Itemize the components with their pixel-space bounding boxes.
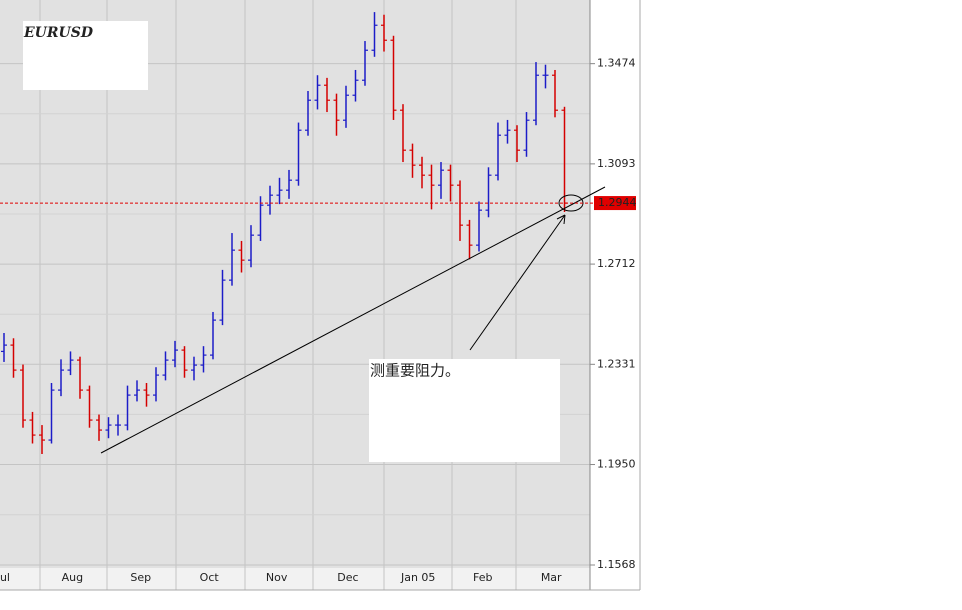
ohlc-bar: [29, 411, 36, 444]
ohlc-bar: [267, 185, 273, 215]
y-tick-label: 1.1568: [597, 558, 636, 571]
ohlc-bar: [39, 425, 45, 455]
y-tick-label: 1.3093: [597, 157, 636, 170]
ohlc-bar: [504, 119, 511, 144]
x-tick-label: Sep: [130, 571, 151, 584]
ohlc-bar: [77, 356, 83, 399]
ohlc-bar: [343, 85, 349, 128]
x-tick-label: Aug: [62, 571, 83, 584]
ohlc-bar: [305, 91, 311, 136]
ohlc-bar: [134, 380, 140, 402]
ohlc-bar: [409, 143, 416, 178]
ohlc-bar: [238, 240, 245, 273]
ohlc-bar: [181, 346, 188, 378]
ohlc-bar: [191, 356, 197, 381]
ohlc-bar: [172, 340, 178, 368]
ohlc-bar: [153, 367, 159, 402]
ohlc-bar: [58, 359, 64, 397]
annotations: EURUSD 测重要阻力。: [23, 21, 606, 462]
ohlc-bar: [390, 35, 397, 120]
x-tick-label: Nov: [266, 571, 288, 584]
ohlc-bar: [276, 177, 283, 205]
y-tick-label: 1.1950: [597, 458, 636, 471]
ohlc-bar: [457, 180, 463, 241]
ohlc-bar: [96, 414, 102, 441]
ohlc-bar: [552, 69, 558, 118]
ohlc-bar: [48, 382, 55, 444]
ohlc-bar: [400, 104, 406, 163]
ohlc-bar: [485, 167, 492, 218]
x-tick-label: Feb: [473, 571, 492, 584]
ohlc-bar: [438, 162, 444, 199]
ohlc-bar: [1, 333, 7, 362]
ohlc-bar: [533, 62, 539, 126]
ohlc-bar: [419, 156, 425, 189]
ohlc-bar: [466, 219, 473, 260]
x-tick-label: Dec: [337, 571, 358, 584]
annotation-text: 测重要阻力。: [370, 362, 460, 380]
ohlc-bar: [381, 14, 387, 52]
y-tick-label: 1.2331: [597, 357, 636, 370]
title-box: [23, 21, 148, 90]
ohlc-bar: [447, 164, 454, 202]
y-tick-label: 1.2712: [597, 257, 636, 270]
x-axis-strip: [0, 568, 590, 590]
ohlc-bar: [124, 385, 131, 431]
ohlc-bar: [352, 69, 359, 102]
y-tick-label: 1.3474: [597, 57, 636, 70]
ohlc-bar: [86, 385, 93, 428]
last-price-box: [594, 196, 636, 211]
arrow-line: [469, 214, 566, 351]
ohlc-bar: [162, 351, 169, 381]
gridlines: [0, 63, 590, 566]
ohlc-bar: [476, 201, 482, 252]
ohlc-bar: [523, 112, 530, 157]
x-tick-label: Mar: [541, 571, 562, 584]
chart-title: EURUSD: [23, 25, 94, 41]
ohlc-bar: [143, 382, 150, 407]
ohlc-bar: [295, 122, 302, 186]
note-box: [369, 359, 560, 462]
ohlc-bar: [219, 269, 226, 326]
arrow-head: [556, 214, 566, 225]
ohlc-bar: [67, 351, 74, 376]
last-price-label: 1.2944: [598, 196, 637, 209]
x-tick-label: ul: [0, 571, 10, 584]
trend-line: [100, 186, 606, 454]
x-tick-label: Jan 05: [400, 571, 435, 584]
ohlc-bar: [495, 122, 501, 181]
ohlc-bar: [362, 41, 368, 86]
ohlc-bar: [257, 196, 264, 241]
plot-area: [0, 0, 590, 568]
ohlc-bar: [248, 225, 254, 268]
ohlc-bar: [115, 414, 121, 436]
ohlc-bar: [20, 364, 26, 428]
ohlc-bar: [210, 311, 216, 360]
ohlc-bar: [200, 346, 207, 373]
ohlc-bar: [333, 93, 340, 136]
ohlc-bar: [314, 75, 321, 110]
ohlc-bar: [324, 77, 330, 113]
ohlc-bar: [514, 125, 520, 163]
ohlc-bar: [10, 338, 17, 378]
ohlc-bar: [542, 64, 549, 89]
ohlc-bar: [105, 417, 112, 439]
ohlc-bar: [428, 164, 435, 210]
month-gridlines: [39, 0, 517, 590]
ohlc-bar: [286, 169, 292, 199]
x-tick-label: Oct: [200, 571, 220, 584]
bars: [1, 12, 568, 455]
ohlc-bar: [229, 233, 235, 286]
ohlc-bar: [371, 12, 378, 57]
